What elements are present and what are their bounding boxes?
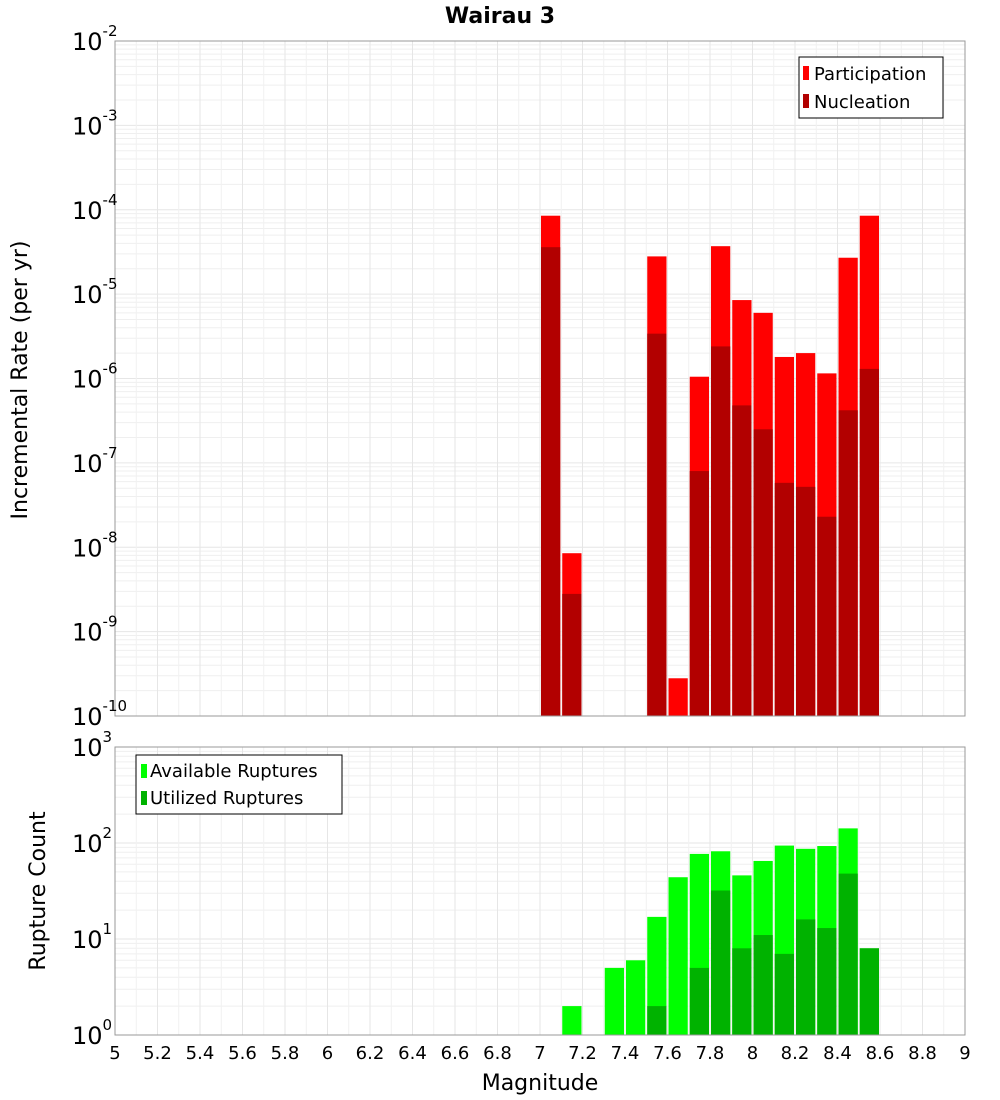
bar-participation [668,678,688,716]
bar-nucleation [753,429,773,716]
bar-nucleation [732,405,752,716]
bar-available-ruptures [562,1006,582,1035]
bar-nucleation [562,593,582,716]
x-tick-label: 5.2 [143,1043,172,1064]
x-tick-label: 6.8 [483,1043,512,1064]
y-tick-label: 10-6 [72,360,118,394]
legend-swatch-nucleation [803,94,809,108]
x-tick-labels: 5 5.2 5.4 5.6 5.8 6 6.2 6.4 6.6 6.8 7 7.2 7.4 7.6 7.8 8… [109,1043,970,1064]
top-panel: 10-2 10-3 10-4 10-5 10-6 10-7 10-8 10-9 10-10 Wa… [8,4,966,731]
legend-label-available: Available Ruptures [150,761,318,782]
x-tick-label: 9 [959,1043,970,1064]
bar-utilized-ruptures [838,873,858,1035]
bar-available-ruptures [604,967,624,1035]
bar-nucleation [838,410,858,716]
x-tick-label: 5.8 [271,1043,300,1064]
bar-nucleation [796,486,816,716]
legend-swatch-available [141,764,147,778]
bottom-y-tick-labels: 103 102 101 100 [72,728,112,1050]
bar-utilized-ruptures [774,953,794,1035]
x-axis-label: Magnitude [482,1071,599,1096]
bar-utilized-ruptures [753,935,773,1035]
top-plot-frame [114,40,966,717]
bar-utilized-ruptures [711,890,731,1035]
y-tick-label: 10-4 [72,191,118,225]
bar-available-ruptures [647,916,667,1035]
chart-title: Wairau 3 [445,4,555,29]
bar-utilized-ruptures [689,967,709,1035]
top-legend: Participation Nucleation [798,56,944,119]
x-tick-label: 8 [747,1043,758,1064]
bar-nucleation [817,516,837,716]
x-tick-label: 7.8 [696,1043,725,1064]
x-tick-label: 8.6 [866,1043,895,1064]
x-tick-label: 7.6 [653,1043,682,1064]
y-tick-label: 100 [72,1016,112,1050]
x-tick-label: 6 [322,1043,333,1064]
top-y-tick-labels: 10-2 10-3 10-4 10-5 10-6 10-7 10-8 10-9 10-10 [72,22,127,731]
legend-swatch-utilized [141,791,147,805]
bar-utilized-ruptures [817,928,837,1035]
y-tick-label: 101 [72,920,112,954]
x-tick-label: 7 [534,1043,545,1064]
y-tick-label: 10-3 [72,106,118,140]
bar-nucleation [689,471,709,716]
bar-utilized-ruptures [859,948,879,1035]
x-tick-label: 7.4 [611,1043,640,1064]
y-tick-label: 103 [72,728,112,762]
bottom-panel: 103 102 101 100 5 5.2 5.4 5.6 5.8 6 6.2 6.4 6.6 6.8 7… [26,728,971,1096]
bottom-legend: Available Ruptures Utilized Ruptures [135,754,343,815]
legend-swatch-participation [803,66,809,80]
x-tick-label: 8.4 [823,1043,852,1064]
x-tick-label: 8.8 [908,1043,937,1064]
bar-available-ruptures [626,960,646,1035]
top-y-axis-label: Incremental Rate (per yr) [8,241,33,520]
y-tick-label: 10-8 [72,528,118,562]
x-tick-label: 6.4 [398,1043,427,1064]
bar-utilized-ruptures [732,948,752,1035]
x-tick-label: 5.6 [228,1043,257,1064]
x-tick-label: 6.2 [356,1043,385,1064]
bar-nucleation [859,368,879,716]
top-legend-box [798,56,944,119]
bottom-plot-frame [114,746,966,1036]
y-tick-label: 10-2 [72,22,118,56]
bar-utilized-ruptures [647,1006,667,1035]
x-tick-label: 6.6 [441,1043,470,1064]
bottom-bars [562,828,879,1035]
legend-label-participation: Participation [814,64,926,85]
bar-available-ruptures [668,877,688,1035]
x-tick-label: 5 [109,1043,120,1064]
x-tick-label: 5.4 [186,1043,215,1064]
y-tick-label: 10-10 [72,697,127,731]
y-tick-label: 10-7 [72,444,118,478]
bar-nucleation [541,247,561,716]
bottom-y-axis-label: Rupture Count [26,811,51,971]
bar-nucleation [647,333,667,716]
y-tick-label: 102 [72,824,112,858]
legend-label-utilized: Utilized Ruptures [150,788,303,809]
top-gridlines [114,41,966,717]
bottom-legend-box [135,754,343,815]
bar-nucleation [774,482,794,716]
y-tick-label: 10-9 [72,613,118,647]
bar-utilized-ruptures [796,919,816,1035]
legend-label-nucleation: Nucleation [814,92,910,113]
x-tick-label: 8.2 [781,1043,810,1064]
top-bars [541,215,879,717]
bar-nucleation [711,346,731,716]
x-tick-label: 7.2 [568,1043,597,1064]
y-tick-label: 10-5 [72,275,118,309]
